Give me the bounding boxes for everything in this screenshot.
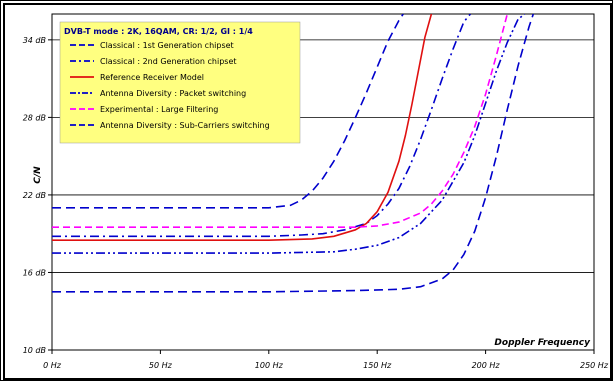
y-tick-label: 10 dB (23, 346, 46, 355)
y-tick-label: 16 dB (23, 268, 46, 277)
y-tick-label: 28 dB (23, 113, 46, 122)
legend: DVB-T mode : 2K, 16QAM, CR: 1/2, GI : 1/… (59, 21, 301, 144)
x-tick-label: 150 Hz (363, 361, 392, 370)
x-tick-label: 0 Hz (43, 361, 62, 370)
x-tick-label: 50 Hz (149, 361, 173, 370)
legend-entry-4: Antenna Diversity : Packet switching (100, 89, 246, 98)
x-tick-label: 200 Hz (472, 361, 501, 370)
legend-title: DVB-T mode : 2K, 16QAM, CR: 1/2, GI : 1/… (64, 27, 253, 36)
legend-box (59, 21, 301, 144)
x-tick-label: 250 Hz (580, 361, 609, 370)
series-line-2 (52, 14, 472, 238)
legend-entry-2: Classical : 2nd Generation chipset (100, 57, 237, 66)
y-tick-label: 34 dB (23, 36, 46, 45)
series-line-1 (52, 14, 404, 209)
axes: 10 dB 16 dB 22 dB 28 dB 34 dB 0 Hz 50 Hz 100 Hz… (23, 36, 609, 370)
legend-entry-5: Experimental : Large Filtering (100, 105, 218, 114)
chart-inner-border (3, 3, 612, 380)
legend-entry-3: Reference Receiver Model (100, 73, 204, 82)
series-line-6 (52, 14, 535, 293)
y-axis-label: C/N (33, 166, 43, 184)
series-line-3 (52, 14, 433, 241)
y-tick-label: 22 dB (23, 191, 46, 200)
x-axis-label: Doppler Frequency (494, 338, 591, 348)
series-line-5 (52, 14, 509, 228)
legend-entry-6: Antenna Diversity : Sub-Carriers switchi… (100, 121, 270, 130)
legend-entry-1: Classical : 1st Generation chipset (100, 41, 234, 50)
series-line-4 (52, 14, 526, 254)
series-group (52, 14, 535, 293)
x-tick-label: 100 Hz (255, 361, 284, 370)
